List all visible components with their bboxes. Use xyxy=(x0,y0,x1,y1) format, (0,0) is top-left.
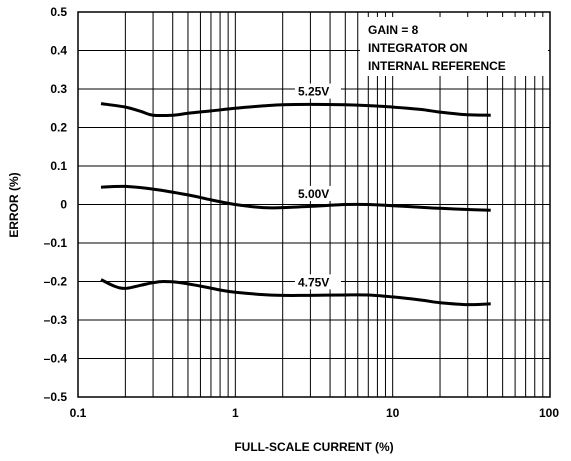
series-label: 5.00V xyxy=(298,187,329,201)
condition-integrator: INTEGRATOR ON xyxy=(368,41,468,55)
y-tick-label: –0.5 xyxy=(44,390,68,404)
x-tick-label: 100 xyxy=(539,406,559,420)
y-tick-label: 0 xyxy=(60,198,67,212)
series-line xyxy=(100,278,491,307)
y-tick-label: –0.2 xyxy=(44,275,68,289)
series-line xyxy=(100,184,491,212)
y-tick-label: 0.3 xyxy=(50,82,67,96)
y-axis-title: ERROR (%) xyxy=(7,172,21,237)
series-line xyxy=(100,102,491,118)
y-tick-label: 0.2 xyxy=(50,121,67,135)
y-tick-label: –0.1 xyxy=(44,236,68,250)
y-tick-label: –0.4 xyxy=(44,352,68,366)
x-tick-label: 0.1 xyxy=(70,406,87,420)
x-tick-labels: 0.1 1 10 100 xyxy=(70,406,560,420)
series-label-background xyxy=(294,274,341,290)
x-tick-label: 1 xyxy=(232,406,239,420)
x-tick-label: 10 xyxy=(386,406,400,420)
condition-gain: GAIN = 8 xyxy=(368,23,419,37)
conditions-box-background xyxy=(360,17,548,76)
series-label-background xyxy=(294,185,341,201)
series-label-background xyxy=(294,83,341,99)
series-label: 4.75V xyxy=(298,275,329,289)
y-tick-label: –0.3 xyxy=(44,313,68,327)
y-tick-label: 0.1 xyxy=(50,159,67,173)
condition-reference: INTERNAL REFERENCE xyxy=(368,59,506,73)
plot-frame xyxy=(77,11,551,398)
series-labels: 5.25V 5.00V 4.75V xyxy=(294,83,341,290)
curves xyxy=(100,102,491,307)
series-label: 5.25V xyxy=(298,85,329,99)
y-tick-label: 0.5 xyxy=(50,5,67,19)
y-tick-labels: 0.5 0.4 0.3 0.2 0.1 0 –0.1 –0.2 –0.3 –0.4 –0.5 xyxy=(44,5,68,404)
y-tick-label: 0.4 xyxy=(50,44,67,58)
x-axis-title: FULL-SCALE CURRENT (%) xyxy=(234,440,393,454)
conditions-box: GAIN = 8 INTEGRATOR ON INTERNAL REFERENC… xyxy=(360,17,548,76)
